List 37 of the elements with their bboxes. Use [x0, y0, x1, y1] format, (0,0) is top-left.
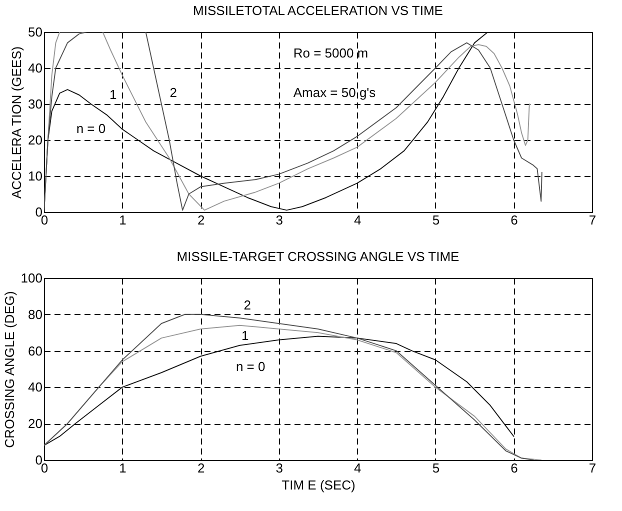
x-tick-label: 5	[432, 212, 440, 228]
x-tick-label: 2	[197, 460, 205, 476]
x-tick-label: 7	[588, 212, 596, 228]
x-tick-label: 3	[276, 460, 283, 476]
x-tick-label: 1	[119, 460, 126, 476]
y-tick-label: 40	[28, 60, 42, 76]
y-tick-label: 50	[28, 24, 42, 40]
x-tick-label: 4	[354, 460, 362, 476]
x-tick-label: 6	[510, 460, 518, 476]
series-label: 1	[109, 87, 117, 102]
x-tick-label: 5	[432, 460, 440, 476]
y-tick-label: 60	[28, 343, 42, 358]
y-tick-label: 20	[28, 416, 42, 432]
x-tick-label: 4	[354, 212, 362, 228]
y-axis-title: ACCELERA TION (GEES)	[9, 46, 24, 199]
y-tick-label: 40	[28, 380, 42, 395]
x-tick-label: 6	[510, 212, 518, 228]
x-tick-label: 1	[119, 212, 126, 228]
series-label: n = 0	[236, 359, 266, 374]
chart-title: MISSILE-TARGET CROSSING ANGLE VS TIME	[176, 249, 460, 264]
x-tick-label: 3	[276, 212, 283, 228]
series-label: n = 0	[76, 121, 106, 136]
x-axis-title: TIM E (SEC)	[282, 478, 356, 492]
y-tick-label: 100	[20, 270, 42, 286]
y-tick-label: 20	[28, 132, 42, 148]
annotation: Amax = 50 g's	[293, 85, 376, 100]
annotation: Ro = 5000 m	[293, 46, 368, 61]
y-axis-title: CROSSING ANGLE (DEG)	[2, 291, 17, 448]
y-tick-label: 80	[28, 306, 42, 322]
y-tick-label: 30	[28, 96, 42, 112]
y-tick-label: 10	[28, 168, 42, 184]
x-tick-label: 7	[588, 460, 596, 476]
chart-title: MISSILETOTAL ACCELERATION VS TIME	[193, 3, 444, 18]
series-label: 2	[170, 85, 177, 100]
series-label: 2	[244, 297, 251, 312]
x-tick-label: 2	[197, 212, 205, 228]
series-label: 1	[242, 328, 249, 344]
